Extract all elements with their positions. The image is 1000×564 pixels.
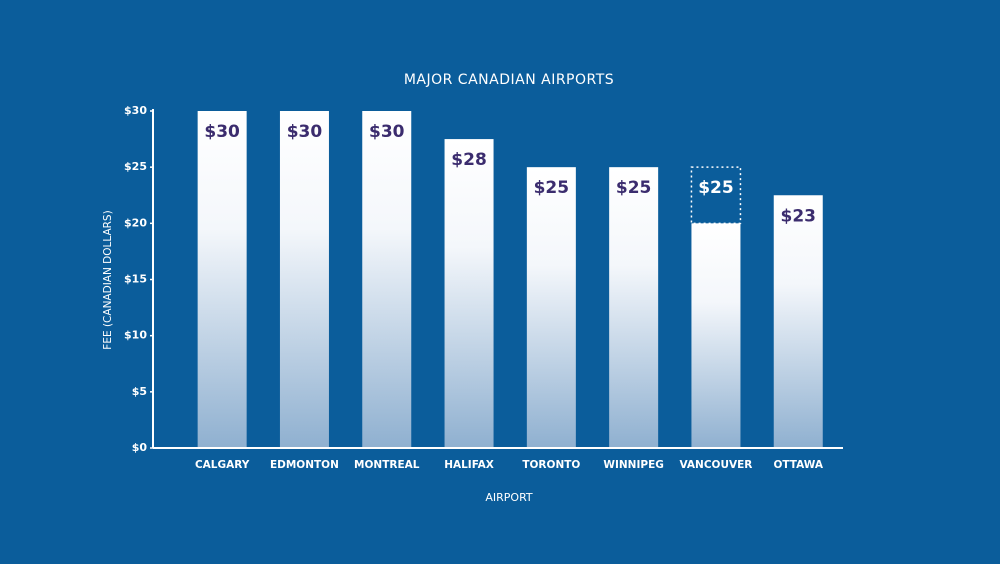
y-tick-label: $30 (124, 104, 147, 117)
x-tick-label: WINNIPEG (603, 459, 663, 471)
value-label: $28 (451, 150, 487, 170)
bar (444, 139, 494, 449)
value-label: $25 (616, 178, 652, 198)
value-label: $23 (781, 206, 817, 226)
outline-value-label: $25 (698, 178, 734, 198)
y-tick-label: $10 (124, 329, 147, 342)
y-tick-label: $15 (124, 273, 147, 286)
bar (609, 167, 659, 448)
value-label: $25 (534, 178, 570, 198)
chart-title: MAJOR CANADIAN AIRPORTS (404, 72, 614, 88)
x-tick-label: HALIFAX (444, 459, 494, 471)
y-tick-label: $20 (124, 216, 147, 229)
x-tick-label: EDMONTON (270, 459, 339, 471)
bar (773, 195, 823, 448)
y-tick-label: $5 (132, 385, 147, 398)
x-tick-label: CALGARY (195, 459, 250, 471)
value-label: $30 (287, 122, 323, 142)
bar (197, 111, 247, 448)
y-axis-label: FEE (CANADIAN DOLLARS) (102, 210, 114, 349)
x-tick-label: TORONTO (522, 459, 580, 471)
value-label: $30 (369, 122, 405, 142)
x-axis-label: AIRPORT (485, 491, 533, 504)
value-label: $30 (204, 122, 240, 142)
bar (691, 223, 741, 448)
x-tick-label: OTTAWA (773, 459, 823, 471)
y-tick-label: $25 (124, 160, 147, 173)
x-tick-label: MONTREAL (354, 459, 420, 471)
y-tick-label: $0 (132, 441, 148, 454)
bar (362, 111, 412, 448)
bar (526, 167, 576, 448)
x-tick-label: VANCOUVER (680, 459, 753, 471)
bar (279, 111, 329, 448)
